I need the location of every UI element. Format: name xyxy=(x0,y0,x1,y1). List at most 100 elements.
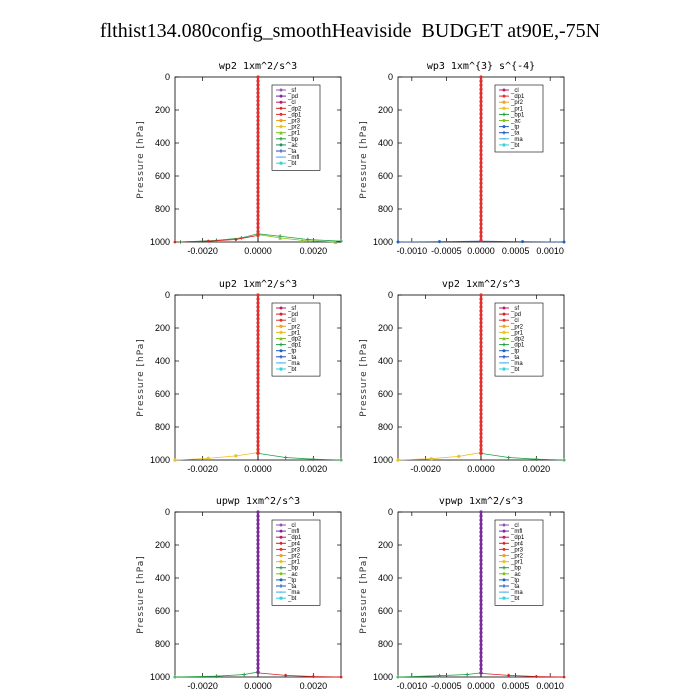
legend-label: _pr2 xyxy=(510,554,524,560)
legend-marker xyxy=(279,523,283,527)
data-point xyxy=(479,157,483,161)
legend-marker xyxy=(502,130,506,135)
data-point xyxy=(479,95,483,100)
series-line-dp1 xyxy=(480,453,565,461)
legend-label: _cl xyxy=(287,318,296,324)
data-point xyxy=(256,182,260,186)
data-point xyxy=(479,185,483,189)
data-point xyxy=(256,558,260,562)
legend-label: _ma xyxy=(510,137,523,143)
data-point xyxy=(311,457,316,461)
legend-label: _bt xyxy=(510,143,520,149)
y-tick-label: 200 xyxy=(155,323,170,333)
data-point xyxy=(534,674,539,679)
data-point xyxy=(256,154,260,158)
x-tick-label: 0.0010 xyxy=(536,681,564,691)
series-line-pr1 xyxy=(257,234,336,243)
y-tick-label: 1000 xyxy=(373,455,393,465)
data-point xyxy=(256,626,260,630)
legend-marker xyxy=(502,367,506,371)
legend-label: _bt xyxy=(510,596,520,602)
y-tick-label: 0 xyxy=(165,507,170,517)
data-point xyxy=(256,75,260,79)
data-point xyxy=(479,590,483,595)
y-tick-label: 400 xyxy=(155,356,170,366)
data-point xyxy=(256,79,260,83)
data-point xyxy=(256,178,260,182)
x-tick-label: -0.0005 xyxy=(431,681,462,691)
y-axis-label: Pressure [hPa] xyxy=(136,555,146,634)
data-point xyxy=(479,214,483,218)
data-point xyxy=(479,344,483,349)
data-point xyxy=(256,654,260,658)
data-point xyxy=(256,562,260,566)
data-point xyxy=(479,136,483,140)
data-point xyxy=(256,376,260,380)
data-point xyxy=(479,631,483,635)
chart-panel-6: vpwp 1xm^2/s^3 Pressure [hPa] 0 200 400 600 80… xyxy=(359,496,566,691)
y-tick-label: 0 xyxy=(388,507,393,517)
legend: _cl_mfl_dp1_pr4_pr3_pr2_pr1_bp_ac_tp_ta_… xyxy=(494,519,544,606)
legend-label: _ta xyxy=(510,355,520,361)
x-tick-label: 0.0000 xyxy=(467,464,495,474)
data-point xyxy=(256,146,260,150)
legend: _cl_dp1_pr2_pr1_bp1_ac_tp_ta_ma_bt xyxy=(494,84,544,153)
legend-label: _mfl xyxy=(287,155,299,161)
legend-marker xyxy=(279,535,283,539)
data-point xyxy=(256,87,260,91)
x-tick-label: 0.0005 xyxy=(502,681,530,691)
data-point xyxy=(479,161,483,165)
data-point xyxy=(256,233,260,237)
legend-label: _pr1 xyxy=(510,330,524,336)
data-point xyxy=(256,554,260,558)
legend-label: _pr4 xyxy=(510,541,524,547)
y-tick-label: 1000 xyxy=(150,455,170,465)
x-tick-label: 0.0005 xyxy=(502,246,530,256)
data-point xyxy=(339,458,343,462)
data-point xyxy=(256,650,260,654)
data-point xyxy=(479,550,483,554)
legend-marker xyxy=(502,523,506,527)
data-point xyxy=(479,169,483,173)
y-tick-label: 800 xyxy=(378,639,393,649)
y-tick-label: 600 xyxy=(155,171,170,181)
data-point xyxy=(256,111,260,115)
x-tick-label: -0.0010 xyxy=(397,681,428,691)
legend-label: _pr2 xyxy=(510,100,524,106)
data-point xyxy=(256,522,260,526)
data-point xyxy=(256,91,260,95)
legend-label: _cl xyxy=(510,88,519,94)
x-tick-label: 0.0020 xyxy=(300,681,328,691)
series-line-pr1 xyxy=(397,452,482,461)
data-point xyxy=(479,514,483,518)
data-point xyxy=(479,408,483,412)
data-point xyxy=(506,673,511,678)
data-point xyxy=(256,416,260,420)
data-point xyxy=(479,317,483,321)
data-point xyxy=(256,443,260,448)
legend-marker xyxy=(502,529,506,533)
data-point xyxy=(479,538,483,542)
legend-marker xyxy=(279,336,283,341)
data-point xyxy=(256,198,260,202)
legend-marker xyxy=(279,355,283,359)
legend-label: _mfl xyxy=(287,529,299,535)
y-tick-label: 0 xyxy=(388,290,393,300)
data-point xyxy=(256,229,260,234)
data-point xyxy=(206,456,210,461)
legend-label: _pr2 xyxy=(287,125,301,131)
data-point xyxy=(479,562,483,566)
legend-label: _bp xyxy=(287,566,299,572)
data-point xyxy=(479,234,483,238)
y-tick-label: 400 xyxy=(378,573,393,583)
legend-marker xyxy=(279,112,283,116)
legend-label: _pr1 xyxy=(287,131,301,137)
legend-label: _cl xyxy=(510,523,519,529)
data-point xyxy=(256,107,260,111)
x-tick-label: -0.0005 xyxy=(431,246,462,256)
data-point xyxy=(479,321,483,325)
legend-label: _pr1 xyxy=(287,560,301,566)
legend-label: _sf xyxy=(510,306,519,312)
legend-label: _ta xyxy=(510,584,520,590)
legend-marker xyxy=(279,349,283,353)
